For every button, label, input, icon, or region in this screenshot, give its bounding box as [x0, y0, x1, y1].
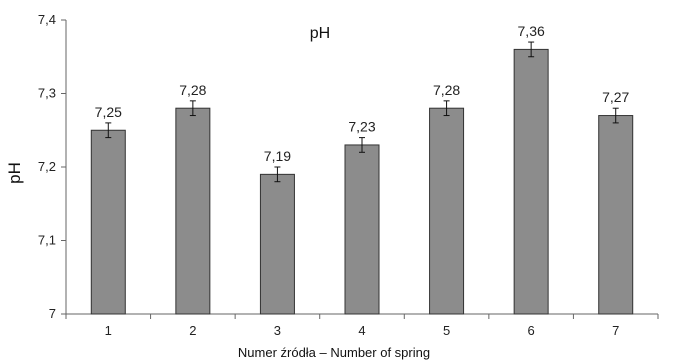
bar — [344, 144, 380, 315]
y-tick-label: 7,2 — [38, 159, 56, 174]
y-tick-label: 7,4 — [38, 12, 56, 27]
bar — [429, 107, 465, 315]
x-tick-label: 7 — [612, 323, 619, 338]
bar — [90, 129, 126, 315]
x-tick-label: 5 — [443, 323, 450, 338]
bar — [513, 48, 549, 315]
data-label: 7,28 — [179, 82, 206, 98]
bar — [259, 173, 295, 315]
y-tick-label: 7,1 — [38, 233, 56, 248]
data-label: 7,28 — [433, 82, 460, 98]
data-label: 7,27 — [602, 89, 629, 105]
data-label: 7,23 — [348, 119, 375, 135]
data-label: 7,25 — [95, 104, 122, 120]
x-tick-label: 1 — [105, 323, 112, 338]
x-tick-label: 2 — [189, 323, 196, 338]
y-axis-title: pH — [5, 162, 24, 184]
data-label: 7,19 — [264, 148, 291, 164]
x-tick-label: 6 — [528, 323, 535, 338]
x-tick-label: 3 — [274, 323, 281, 338]
bar — [598, 115, 634, 315]
chart-title: pH — [310, 25, 330, 42]
plot-area: 7 7,1 7,2 7,3 7,4 7,25 1 7,28 2 7,19 3 7,23 4 7,28 5 7,… — [38, 12, 659, 338]
y-tick-label: 7 — [49, 306, 56, 321]
bar — [175, 107, 211, 315]
data-label: 7,36 — [518, 23, 545, 39]
x-tick-label: 4 — [358, 323, 365, 338]
x-axis-title: Numer źródła – Number of spring — [238, 345, 430, 360]
y-tick-label: 7,3 — [38, 86, 56, 101]
